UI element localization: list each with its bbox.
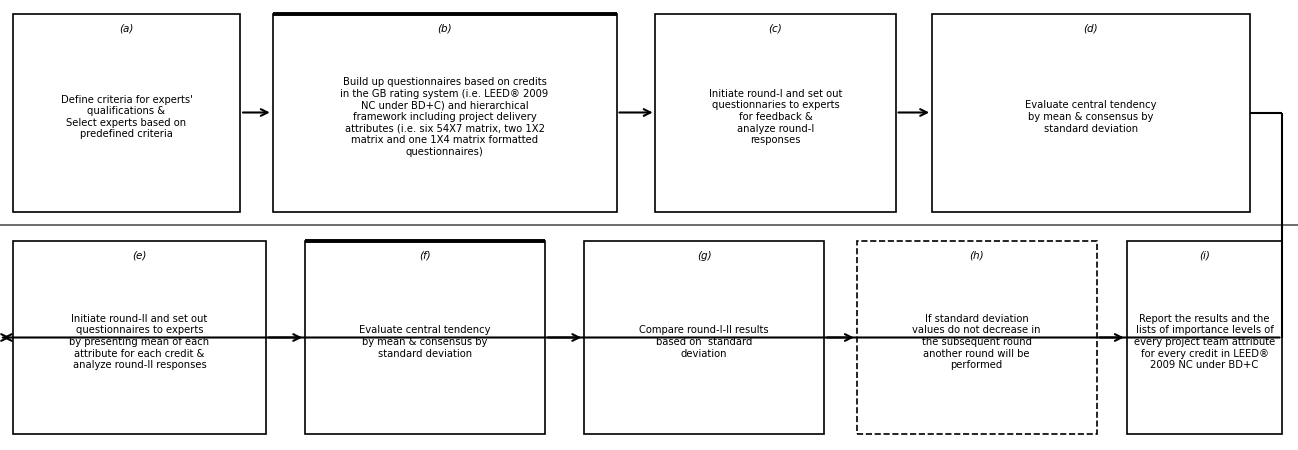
Bar	[305, 241, 545, 434]
Text: If standard deviation
values do not decrease in
the subsequent round
another rou: If standard deviation values do not decr…	[912, 314, 1041, 370]
Text: (h): (h)	[970, 251, 984, 261]
Text: Evaluate central tendency
by mean & consensus by
standard deviation: Evaluate central tendency by mean & cons…	[1025, 100, 1157, 134]
Bar	[857, 241, 1097, 434]
Text: (b): (b)	[437, 23, 452, 33]
Bar	[932, 14, 1250, 211]
Text: (d): (d)	[1084, 23, 1098, 33]
Text: (i): (i)	[1199, 251, 1210, 261]
Bar	[13, 14, 240, 211]
Text: (g): (g)	[697, 251, 711, 261]
Bar	[584, 241, 824, 434]
Text: Report the results and the
lists of importance levels of
every project team attr: Report the results and the lists of impo…	[1134, 314, 1275, 370]
Text: (f): (f)	[419, 251, 431, 261]
Text: (e): (e)	[132, 251, 147, 261]
Text: (c): (c)	[768, 23, 783, 33]
Text: Build up questionnaires based on credits
in the GB rating system (i.e. LEED® 200: Build up questionnaires based on credits…	[340, 77, 549, 157]
Bar	[13, 241, 266, 434]
Bar	[1127, 241, 1282, 434]
Bar	[655, 14, 896, 211]
Text: Initiate round-II and set out
questionnaires to experts
by presenting mean of ea: Initiate round-II and set out questionna…	[70, 314, 209, 370]
Text: Evaluate central tendency
by mean & consensus by
standard deviation: Evaluate central tendency by mean & cons…	[360, 325, 491, 359]
Text: Compare round-I-II results
based on  standard
deviation: Compare round-I-II results based on stan…	[640, 325, 768, 359]
Text: Initiate round-I and set out
questionnaries to experts
for feedback &
analyze ro: Initiate round-I and set out questionnar…	[709, 89, 842, 145]
Bar	[273, 14, 617, 211]
Text: Define criteria for experts'
qualifications &
Select experts based on
predefined: Define criteria for experts' qualificati…	[61, 94, 192, 140]
Text: (a): (a)	[119, 23, 134, 33]
